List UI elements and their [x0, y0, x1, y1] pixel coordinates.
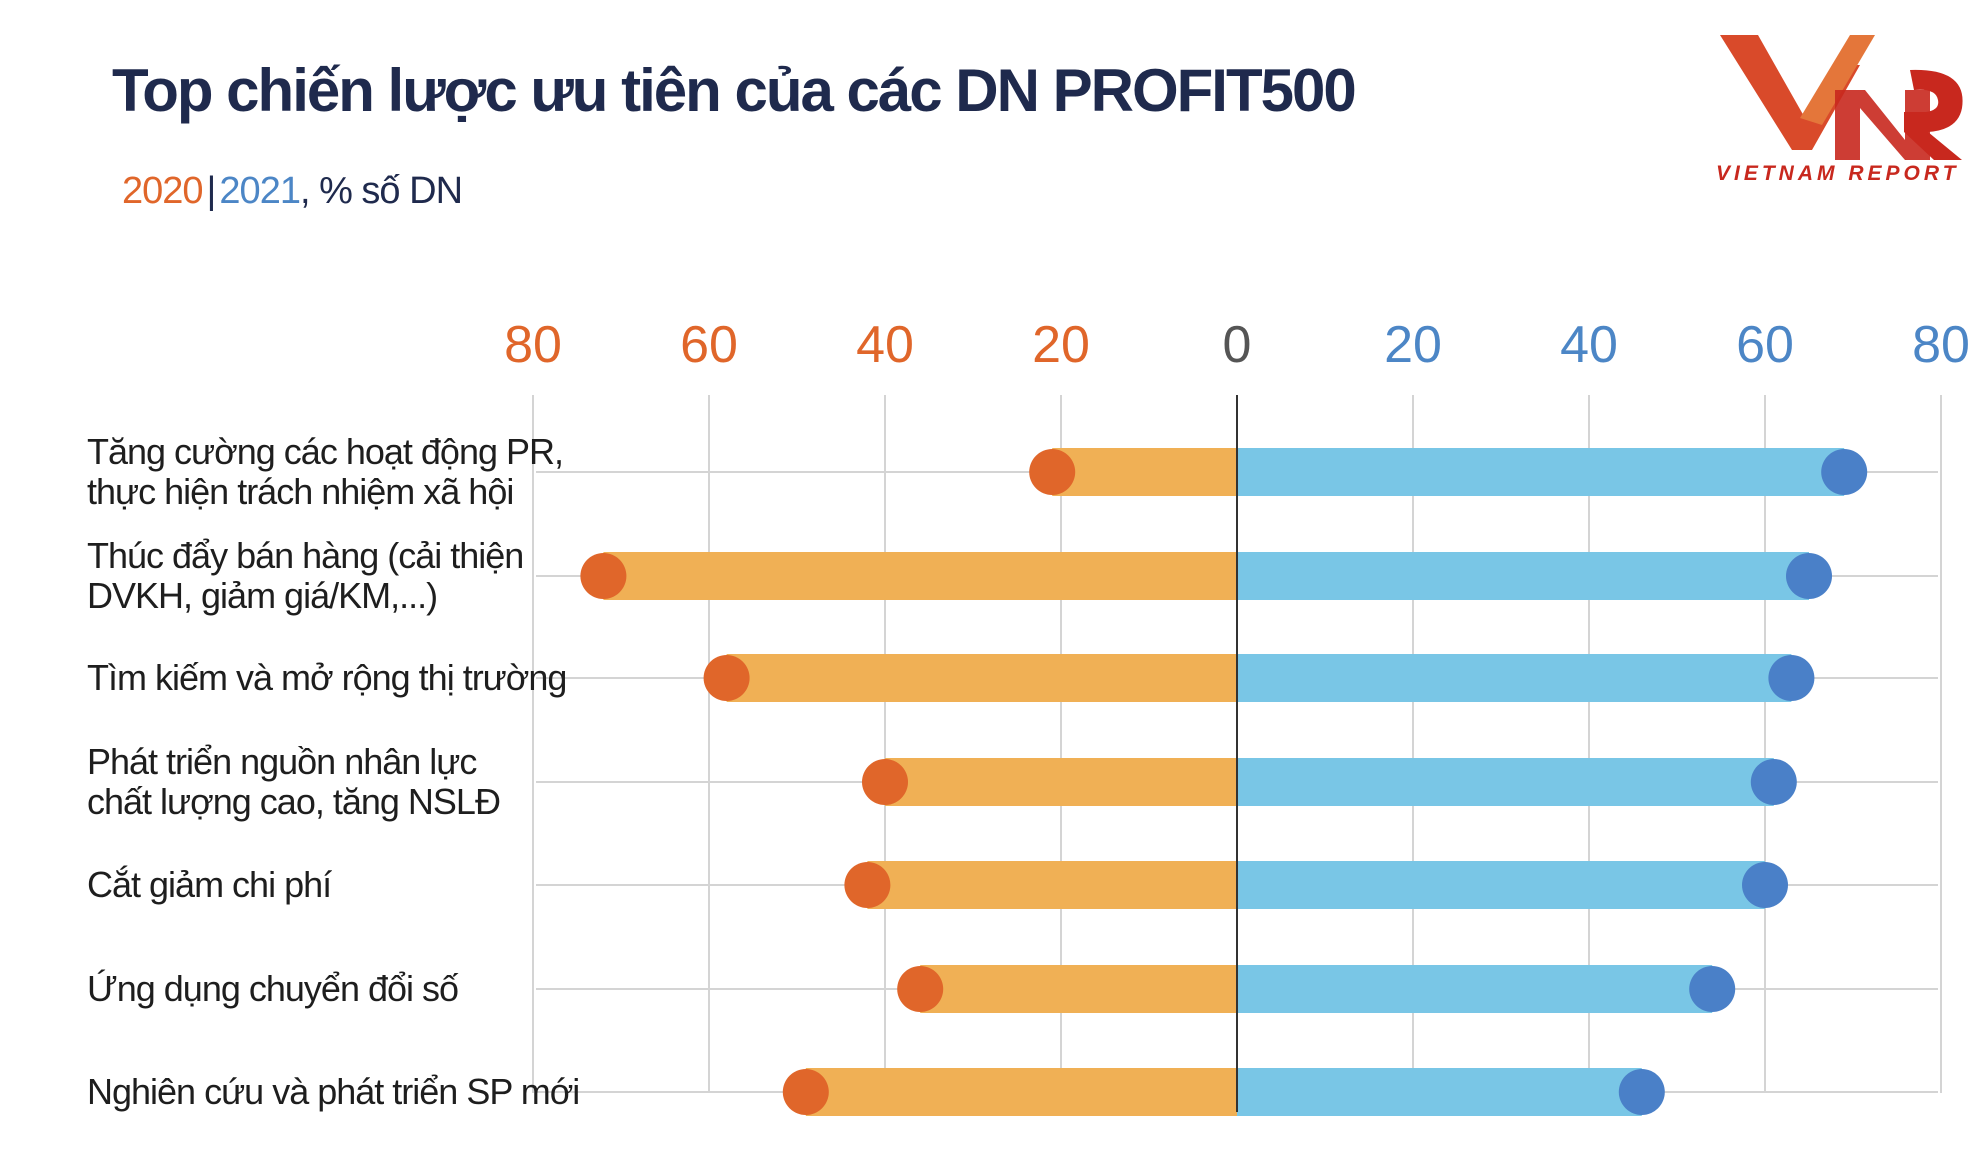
- category-label-line: Tăng cường các hoạt động PR,: [87, 431, 563, 472]
- bar-2020-3: [885, 758, 1237, 806]
- dot-2020-1: [580, 553, 627, 599]
- category-label-line: Thúc đẩy bán hàng (cải thiện: [87, 535, 523, 576]
- category-label-5: Ứng dụng chuyển đổi số: [87, 968, 459, 1009]
- legend-separator: |: [206, 170, 217, 212]
- tick-label-5: 20: [1384, 316, 1442, 374]
- dot-2021-0: [1821, 449, 1868, 495]
- bar-2021-3: [1237, 758, 1774, 806]
- vnr-logo-icon: [1720, 35, 1963, 160]
- category-label-line: Tìm kiếm và mở rộng thị trường: [87, 657, 566, 698]
- dot-2020-4: [844, 862, 891, 908]
- tick-label-0: 80: [504, 316, 562, 374]
- legend-unit: , % số DN: [299, 170, 463, 212]
- bar-2021-6: [1237, 1068, 1642, 1116]
- dot-2020-0: [1029, 449, 1076, 495]
- legend-2021: 2021: [219, 170, 301, 212]
- tick-label-3: 20: [1032, 316, 1090, 374]
- tick-label-4: 0: [1223, 316, 1252, 374]
- tick-label-7: 60: [1736, 316, 1794, 374]
- chart-subtitle: 2020 | 2021, % số DN: [122, 170, 463, 213]
- bar-2020-5: [920, 965, 1237, 1013]
- bar-2021-4: [1237, 861, 1765, 909]
- category-label-line: Cắt giảm chi phí: [87, 864, 332, 905]
- category-label-3: Phát triển nguồn nhân lực chất lượng cao,…: [87, 741, 500, 822]
- bar-2020-4: [867, 861, 1237, 909]
- dot-2020-6: [782, 1069, 829, 1115]
- category-label-line: chất lượng cao, tăng NSLĐ: [87, 781, 500, 822]
- dot-2021-1: [1786, 553, 1832, 599]
- category-label-line: Ứng dụng chuyển đổi số: [87, 968, 459, 1009]
- category-label-line: thực hiện trách nhiệm xã hội: [87, 471, 513, 512]
- bar-2021-5: [1237, 965, 1713, 1013]
- dot-2021-6: [1618, 1069, 1665, 1115]
- dot-2020-3: [862, 759, 908, 805]
- logo-text: VIETNAM REPORT: [1716, 162, 1960, 185]
- dot-2021-4: [1742, 862, 1788, 908]
- bar-2020-0: [1052, 448, 1237, 496]
- category-label-line: Phát triển nguồn nhân lực: [87, 741, 477, 782]
- tick-label-6: 40: [1560, 316, 1618, 374]
- category-label-1: Thúc đẩy bán hàng (cải thiện DVKH, giảm g…: [87, 535, 523, 616]
- bar-2020-6: [805, 1068, 1237, 1116]
- tick-label-8: 80: [1912, 316, 1970, 374]
- dot-2021-5: [1689, 966, 1736, 1012]
- dot-2020-5: [897, 966, 944, 1012]
- category-label-0: Tăng cường các hoạt động PR, thực hiện tr…: [87, 431, 563, 512]
- bar-2020-2: [726, 654, 1237, 702]
- legend-2020: 2020: [122, 170, 204, 212]
- category-label-line: DVKH, giảm giá/KM,...): [87, 575, 437, 616]
- chart-title: Top chiến lược ưu tiên của các DN PROFIT…: [112, 57, 1357, 124]
- bar-2021-0: [1237, 448, 1845, 496]
- bar-2021-1: [1237, 552, 1809, 600]
- tick-label-1: 60: [680, 316, 738, 374]
- category-label-line: Nghiên cứu và phát triển SP mới: [87, 1071, 579, 1112]
- dot-2021-3: [1750, 759, 1797, 805]
- category-label-2: Tìm kiếm và mở rộng thị trường: [87, 657, 566, 698]
- bar-2021-2: [1237, 654, 1792, 702]
- category-label-6: Nghiên cứu và phát triển SP mới: [87, 1071, 579, 1112]
- dot-2021-2: [1768, 655, 1815, 701]
- tick-label-2: 40: [856, 316, 914, 374]
- bar-2020-1: [603, 552, 1237, 600]
- dot-2020-2: [703, 655, 750, 701]
- category-label-4: Cắt giảm chi phí: [87, 864, 332, 905]
